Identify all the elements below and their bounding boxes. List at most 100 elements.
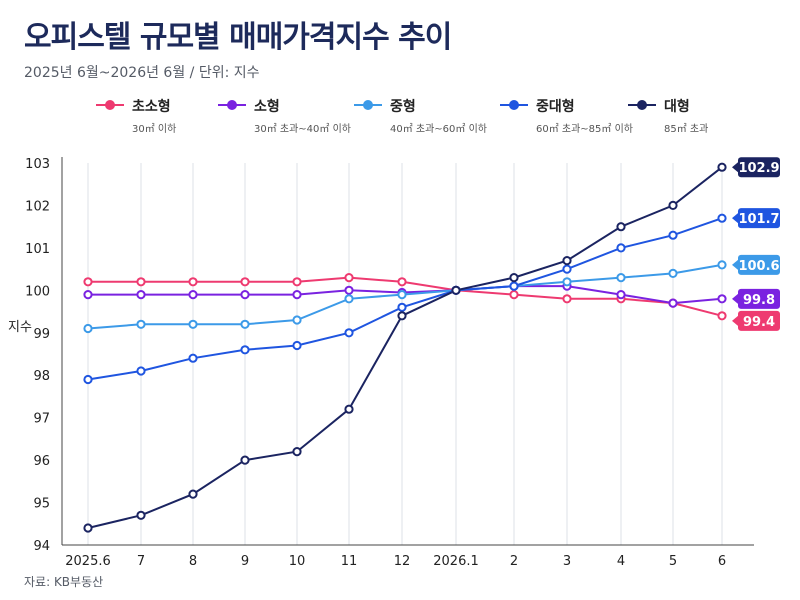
data-point — [509, 281, 519, 291]
x-tick-label: 5 — [669, 554, 677, 569]
x-tick-label: 11 — [341, 554, 358, 569]
series-line-대형 — [87, 166, 723, 529]
data-point — [240, 345, 250, 355]
legend-note: 85㎡ 초과 — [664, 124, 709, 135]
data-point — [717, 213, 727, 223]
x-tick-label: 7 — [137, 554, 145, 569]
data-point — [292, 277, 302, 287]
data-point — [292, 290, 302, 300]
end-label: 102.9 — [738, 161, 779, 176]
end-label-pointer — [732, 315, 738, 326]
x-tick-label: 8 — [189, 554, 197, 569]
data-point — [562, 256, 572, 266]
legend: 초소형 30㎡ 이하 소형 30㎡ 초과~40㎡ 이하 중형 40㎡ 초과~60… — [0, 96, 800, 142]
data-point — [509, 273, 519, 283]
data-point — [397, 290, 407, 300]
data-point — [717, 162, 727, 172]
x-tick-label: 2026.1 — [433, 554, 479, 569]
data-point — [292, 315, 302, 325]
data-point — [562, 277, 572, 287]
end-label: 100.6 — [738, 259, 779, 274]
data-point — [562, 264, 572, 274]
x-tick-label: 12 — [394, 554, 411, 569]
legend-marker — [637, 100, 647, 110]
y-tick-label: 100 — [25, 284, 50, 299]
data-point — [616, 290, 626, 300]
data-point — [509, 290, 519, 300]
data-point — [136, 319, 146, 329]
x-tick-label: 10 — [289, 554, 306, 569]
data-point — [83, 523, 93, 533]
x-tick-label: 9 — [241, 554, 249, 569]
data-point — [344, 328, 354, 338]
legend-name: 소형 — [254, 99, 280, 115]
x-tick-label: 2 — [510, 554, 518, 569]
data-point — [188, 277, 198, 287]
data-point — [717, 260, 727, 270]
x-tick-label: 2025.6 — [65, 554, 111, 569]
data-point — [668, 200, 678, 210]
source-note: 자료: KB부동산 — [24, 575, 104, 589]
x-tick-label: 3 — [563, 554, 571, 569]
y-tick-label: 101 — [25, 242, 50, 257]
chart-title: 오피스텔 규모별 매매가격지수 추이 — [24, 20, 452, 55]
legend-note: 30㎡ 초과~40㎡ 이하 — [254, 124, 351, 135]
data-point — [83, 277, 93, 287]
data-point — [188, 489, 198, 499]
data-point — [136, 366, 146, 376]
data-point — [344, 285, 354, 295]
data-point — [240, 290, 250, 300]
end-label-pointer — [732, 213, 738, 224]
data-point — [668, 230, 678, 240]
data-point — [397, 277, 407, 287]
data-point — [83, 323, 93, 334]
data-point — [188, 353, 198, 363]
end-label-pointer — [732, 259, 738, 270]
data-point — [188, 290, 198, 300]
data-point — [292, 340, 302, 351]
y-axis-label: 지수 — [8, 320, 32, 335]
end-label-box — [738, 288, 780, 309]
data-point — [616, 222, 626, 232]
legend-note: 60㎡ 초과~85㎡ 이하 — [536, 124, 633, 135]
data-point — [292, 447, 302, 457]
end-label-pointer — [732, 162, 738, 173]
data-point — [136, 290, 146, 300]
end-label: 99.4 — [743, 315, 775, 330]
x-tick-label: 4 — [617, 554, 625, 569]
y-tick-label: 95 — [33, 497, 50, 512]
data-point — [668, 298, 678, 308]
legend-name: 대형 — [664, 99, 690, 115]
data-point — [188, 319, 198, 329]
y-tick-label: 103 — [25, 157, 50, 172]
x-tick-label: 6 — [718, 554, 726, 569]
legend-marker — [227, 100, 237, 110]
y-tick-label: 98 — [33, 369, 50, 384]
data-point — [562, 294, 572, 304]
legend-note: 30㎡ 이하 — [132, 124, 177, 135]
y-tick-label: 99 — [33, 327, 50, 342]
data-point — [717, 311, 727, 321]
data-point — [717, 294, 727, 304]
legend-marker — [509, 100, 519, 110]
y-tick-label: 94 — [33, 539, 50, 554]
data-point — [344, 273, 354, 283]
data-point — [136, 510, 146, 520]
legend-marker — [105, 100, 115, 110]
data-point — [240, 277, 250, 287]
data-point — [83, 290, 93, 300]
end-label: 99.8 — [743, 293, 775, 308]
end-label-box — [738, 310, 780, 331]
data-point — [397, 311, 407, 321]
legend-name: 중형 — [390, 99, 416, 115]
end-label-box — [738, 254, 780, 275]
data-point — [668, 268, 678, 278]
data-point — [616, 243, 626, 253]
legend-name: 중대형 — [536, 99, 575, 115]
end-label-box — [738, 157, 780, 178]
y-tick-label: 102 — [25, 199, 50, 214]
legend-marker — [363, 100, 373, 110]
chart-subtitle: 2025년 6월~2026년 6월 / 단위: 지수 — [24, 65, 260, 81]
y-tick-label: 97 — [33, 412, 50, 427]
